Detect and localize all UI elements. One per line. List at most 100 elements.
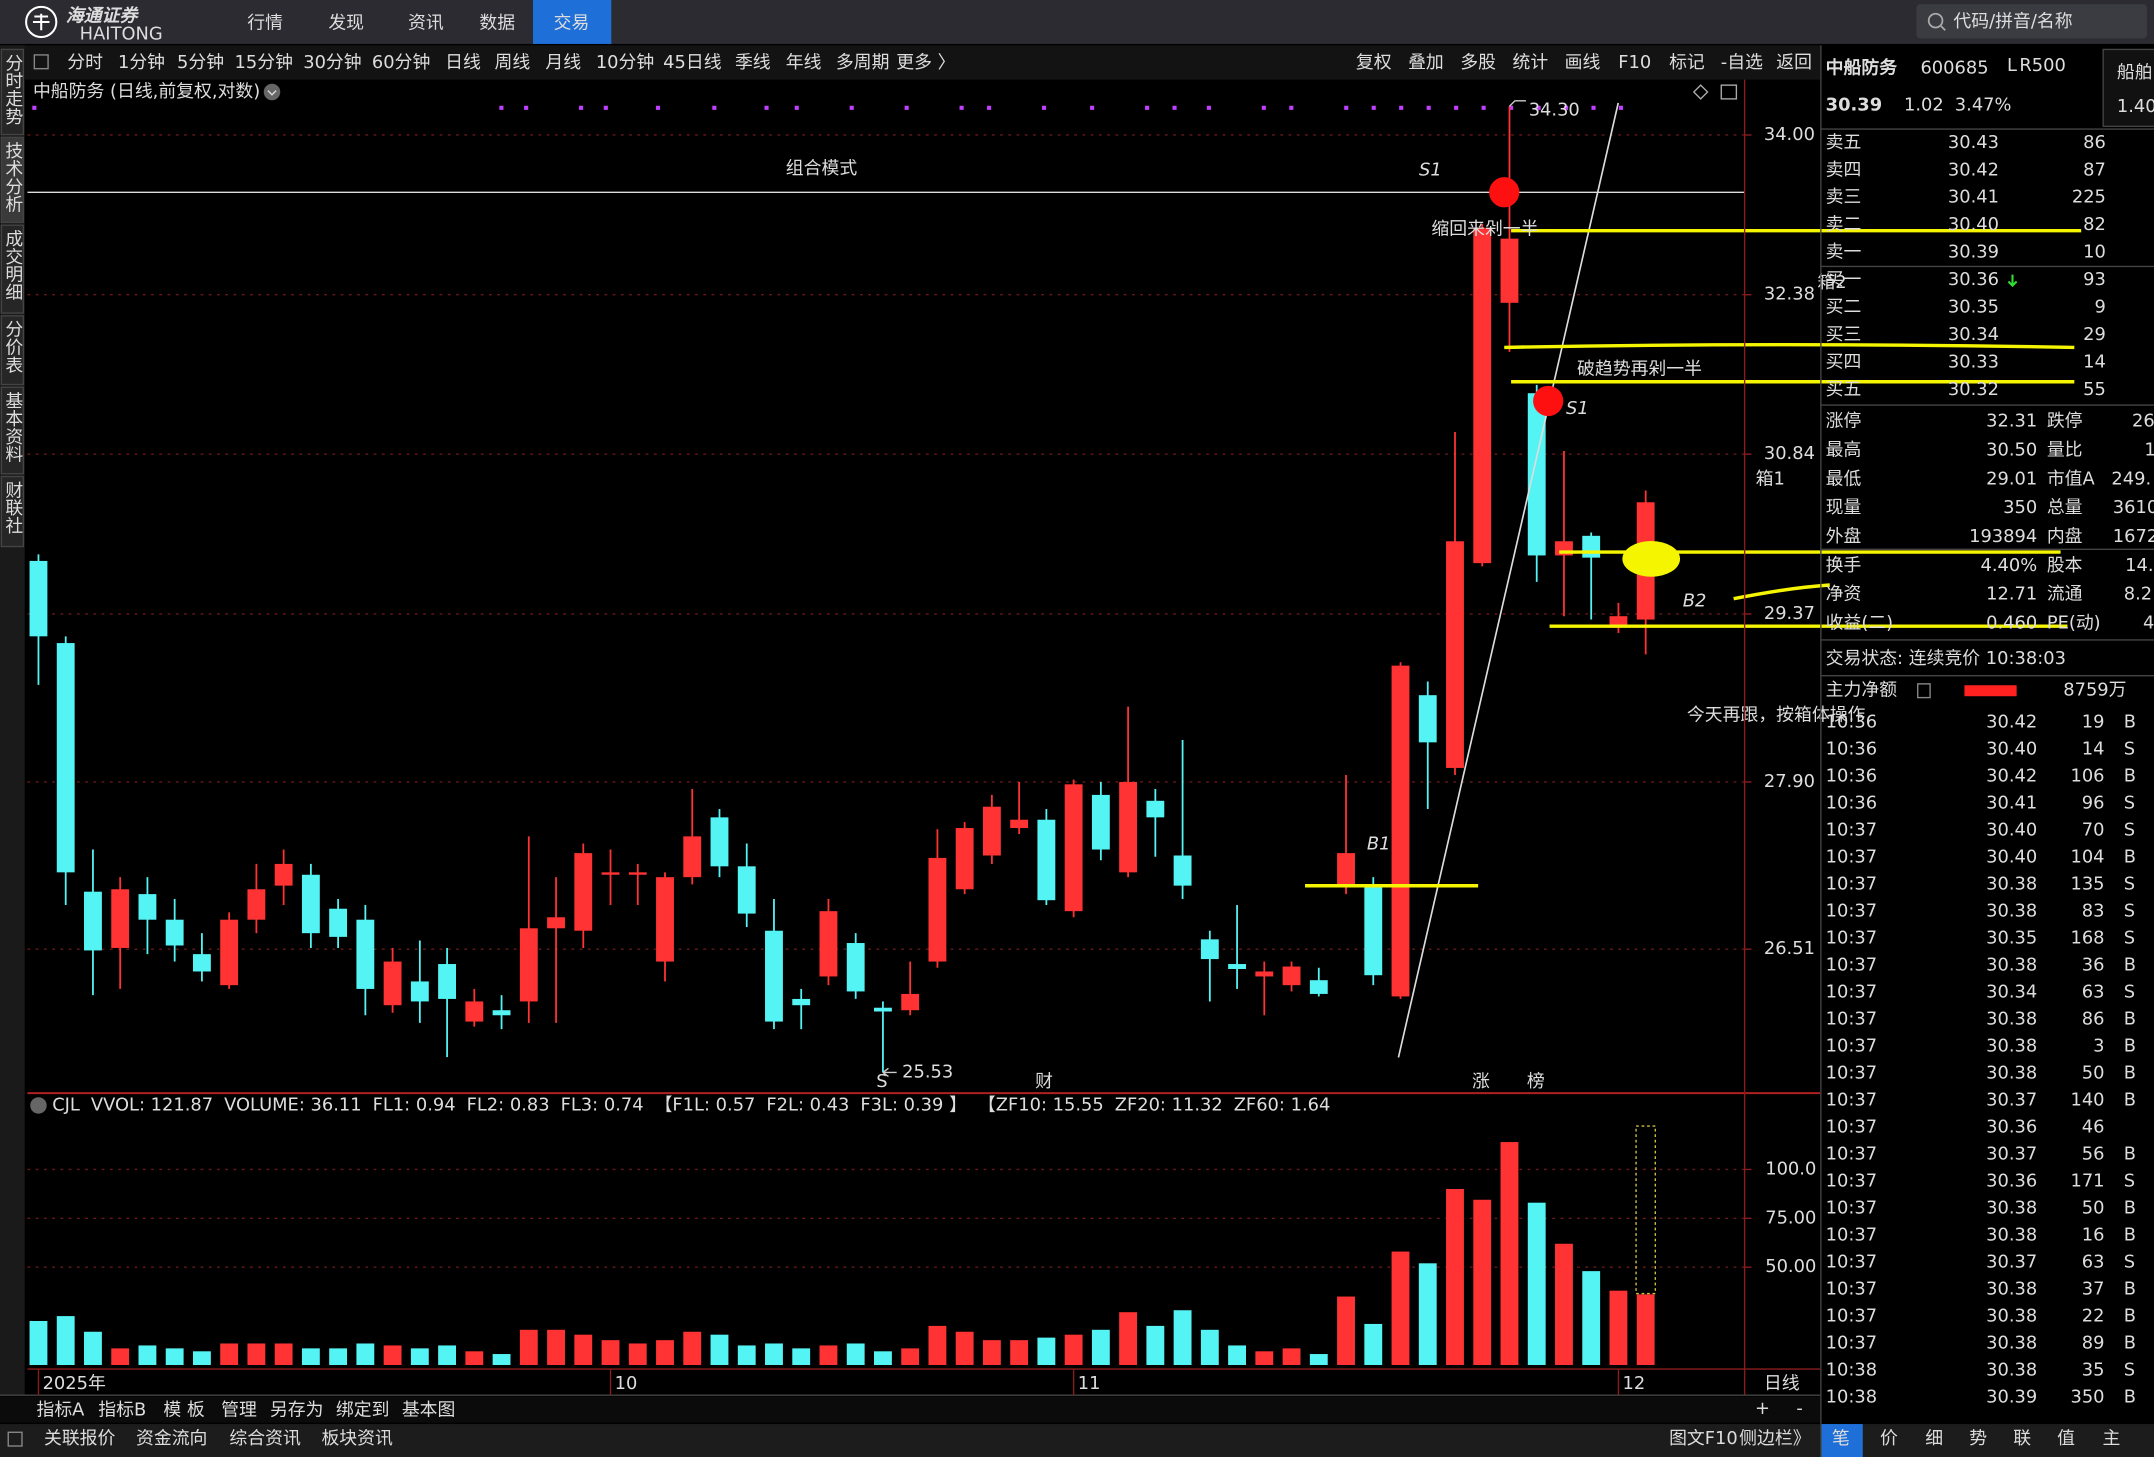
bottom-tab[interactable]: 管理 [221,1399,257,1420]
panel-tab[interactable]: 细 [1925,1428,1943,1449]
tool-button[interactable]: 返回 [1776,52,1812,73]
period-tab[interactable]: 年线 [786,52,822,73]
tool-button[interactable]: 复权 [1356,52,1392,73]
volume-bar [56,1316,75,1365]
tick-price: 30.40 [1986,846,2037,867]
volume-bar [765,1343,783,1365]
marker-dot [1090,105,1095,110]
menu-item[interactable]: 资讯 [408,12,444,33]
menu-item[interactable]: 发现 [328,12,364,33]
tick-time: 10:37 [1826,1225,1877,1246]
period-tab[interactable]: 5分钟 [177,52,224,73]
side-tab-label[interactable]: 成交明细 [2,229,23,301]
book-label: 买二 [1826,297,1862,318]
volume-bar [710,1334,729,1365]
candle-body [519,928,538,1002]
tool-button[interactable]: 叠加 [1408,52,1444,73]
tool-button[interactable]: 多股 [1460,52,1496,73]
side-tab-label[interactable]: 基本资料 [2,391,23,463]
panel-tab[interactable]: 价 [1880,1428,1898,1449]
period-tab[interactable]: 分时 [67,52,103,73]
status-item[interactable]: 综合资讯 [229,1428,301,1449]
tool-button[interactable]: -自选 [1721,52,1763,73]
candle-body [628,872,647,875]
candle-body [1391,665,1410,997]
sector-name: 船舶 [2117,62,2153,83]
tool-button[interactable]: 画线 [1565,52,1601,73]
period-tab[interactable]: 1分钟 [118,52,165,73]
panel-tab[interactable]: 值 [2057,1428,2075,1449]
status-item[interactable]: 侧边栏》 [1739,1428,1810,1449]
status-item[interactable]: 资金流向 [136,1428,207,1449]
marker-dot [1371,105,1376,110]
search-box[interactable] [1916,4,2148,39]
period-tab[interactable]: 更多 〉 [896,52,955,73]
side-tab-label[interactable]: 分时走势 [2,53,23,125]
candle-body [1173,855,1192,886]
side-tab-label[interactable]: 分价表 [2,320,23,374]
candle-body [574,853,593,931]
book-volume: 225 [2072,187,2106,208]
period-tab[interactable]: 60分钟 [372,52,430,73]
legend-item: FL3: 0.74 [561,1094,644,1115]
menu-item[interactable]: 行情 [247,12,283,33]
status-item[interactable]: 关联报价 [44,1428,116,1449]
tick-side: B [2124,1306,2136,1327]
period-tab[interactable]: 季线 [735,52,771,73]
tool-button[interactable]: F10 [1618,52,1651,73]
bottom-tab[interactable]: 模 板 [163,1399,205,1420]
panel-tab[interactable]: 笔 [1832,1428,1850,1449]
panel-tab[interactable]: 主 [2102,1428,2120,1449]
panel-tab[interactable]: 联 [2013,1428,2031,1449]
tick-time: 10:38 [1826,1360,1877,1381]
marker-dot [524,105,529,110]
candle-body [356,919,375,989]
tick-side: S [2124,927,2135,948]
candle-body [383,961,402,1006]
period-tab[interactable]: 月线 [545,52,581,73]
panel-tab[interactable]: 势 [1969,1428,1987,1449]
marker-dot [794,105,799,110]
period-tab[interactable]: 45日线 [663,52,722,73]
volume-bar [928,1325,947,1365]
tool-button[interactable]: 标记 [1669,52,1705,73]
tick-time: 10:37 [1826,1144,1877,1165]
bottom-tab[interactable]: 基本图 [402,1399,456,1420]
tick-side: B [2124,1198,2136,1219]
zoom-button[interactable]: - [1796,1398,1802,1419]
status-item[interactable]: 板块资讯 [321,1428,393,1449]
period-tab[interactable]: 10分钟 [596,52,654,73]
candle-body [1418,695,1437,743]
volume-bar [438,1345,457,1365]
bottom-tab[interactable]: 另存为 [270,1399,324,1420]
tick-volume: 22 [2082,1306,2105,1327]
marker-dot [764,105,769,110]
flow-icon [1917,683,1931,699]
bottom-tab[interactable]: 指标B [98,1399,146,1420]
book-price: 30.43 [1948,132,1999,153]
candle-body [1200,939,1219,960]
menu-item[interactable]: 数据 [479,12,515,33]
bottom-tab[interactable]: 绑定到 [336,1399,390,1420]
tool-button[interactable]: 统计 [1512,52,1548,73]
candle-body [1228,964,1246,969]
period-tab[interactable]: 15分钟 [235,52,293,73]
period-tab[interactable]: 周线 [495,52,531,73]
candle-body [1337,853,1355,886]
period-tab[interactable]: 30分钟 [303,52,361,73]
tick-price: 30.38 [1986,900,2037,921]
legend-item: 【ZF10: 15.55 [978,1094,1104,1115]
side-tab [0,136,25,224]
side-tab-label[interactable]: 技术分析 [2,141,23,213]
status-item[interactable]: 图文F10 [1669,1428,1738,1449]
period-tab[interactable]: 日线 [445,52,481,73]
period-tab[interactable]: 多周期 [836,52,890,73]
tick-side: S [2124,738,2135,759]
side-tab-label[interactable]: 财联社 [2,480,23,534]
bottom-tab[interactable]: 指标A [36,1399,85,1420]
stat-label: 外盘 [1826,526,1862,547]
zoom-button[interactable]: + [1755,1398,1770,1419]
menu-item[interactable]: 交易 [554,12,590,33]
stat-label: 换手 [1826,555,1862,576]
